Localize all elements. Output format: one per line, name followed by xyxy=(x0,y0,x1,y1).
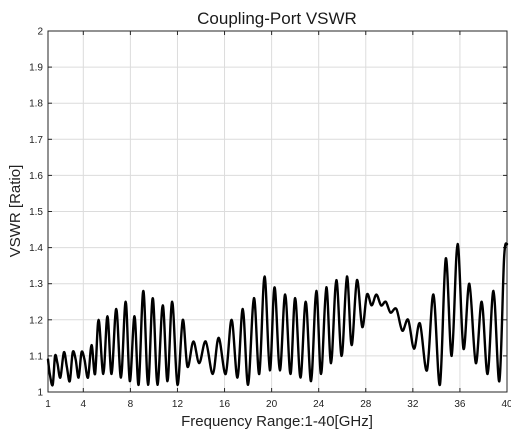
x-tick-label: 16 xyxy=(219,399,231,410)
y-tick-label: 1.7 xyxy=(29,135,43,146)
x-tick-label: 8 xyxy=(128,399,134,410)
y-tick-label: 1.3 xyxy=(29,279,43,290)
chart-title: Coupling-Port VSWR xyxy=(197,9,357,28)
x-axis-tick-labels: 1 4 8 12 16 20 24 28 32 36 40 xyxy=(45,399,511,410)
x-tick-label: 28 xyxy=(360,399,372,410)
axis-ticks xyxy=(47,30,508,393)
y-axis-tick-labels: 1 1.1 1.2 1.3 1.4 1.5 1.6 1.7 1.8 1.9 2 xyxy=(29,27,43,399)
x-tick-label: 4 xyxy=(81,399,87,410)
y-tick-label: 2 xyxy=(37,27,43,38)
x-tick-label: 32 xyxy=(407,399,419,410)
y-axis-label: VSWR [Ratio] xyxy=(7,165,24,258)
y-tick-label: 1.8 xyxy=(29,99,43,110)
y-tick-label: 1 xyxy=(37,388,43,399)
vswr-series-line xyxy=(46,242,509,387)
y-tick-label: 1.4 xyxy=(29,243,43,254)
x-tick-label: 12 xyxy=(172,399,184,410)
x-tick-label: 36 xyxy=(454,399,466,410)
y-tick-label: 1.1 xyxy=(29,351,43,362)
x-axis-label: Frequency Range:1-40[GHz] xyxy=(181,413,373,430)
x-tick-label: 20 xyxy=(266,399,278,410)
x-tick-label: 24 xyxy=(313,399,325,410)
y-tick-label: 1.2 xyxy=(29,315,43,326)
y-tick-label: 1.9 xyxy=(29,63,43,74)
y-tick-label: 1.6 xyxy=(29,171,43,182)
x-tick-label: 1 xyxy=(45,399,51,410)
y-tick-label: 1.5 xyxy=(29,207,43,218)
x-tick-label: 40 xyxy=(501,399,511,410)
